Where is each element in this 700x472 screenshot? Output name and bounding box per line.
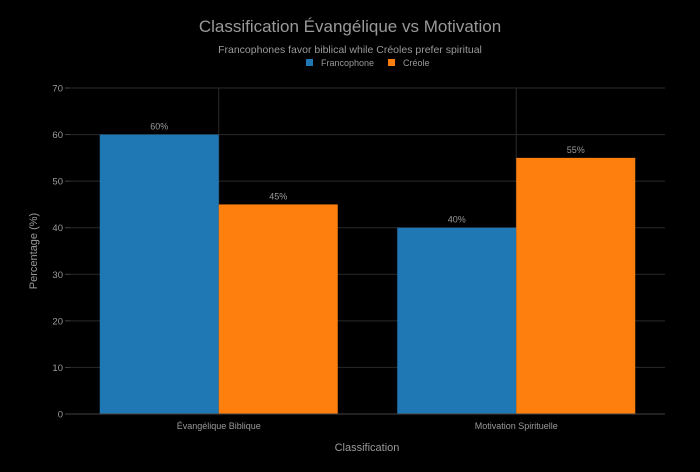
x-tick-label: Évangélique Biblique: [177, 421, 261, 431]
y-tick-label: 70: [52, 84, 63, 95]
chart-subtitle: Francophones favor biblical while Créole…: [218, 44, 482, 56]
y-axis-label: Percentage (%): [28, 213, 40, 289]
bar-francophone: [397, 227, 517, 414]
bars: 60% 45% 40% 55%: [99, 122, 636, 415]
legend-swatch-francophone: [306, 59, 313, 66]
bar-data-label: 60%: [150, 122, 168, 132]
bar-creole: [516, 157, 636, 414]
legend-label: Créole: [403, 58, 430, 68]
y-tick-label: 60: [52, 130, 63, 141]
legend-swatch-creole: [388, 59, 396, 66]
y-tick-label: 0: [58, 410, 63, 421]
y-tick-label: 40: [52, 223, 63, 234]
legend-label: Francophone: [321, 58, 374, 68]
y-tick-label: 20: [52, 316, 63, 327]
y-tick-label: 30: [52, 270, 63, 281]
bar-francophone: [99, 134, 219, 415]
x-axis-label: Classification: [335, 442, 400, 454]
y-tick-label: 10: [52, 363, 63, 374]
bar-data-label: 45%: [269, 191, 287, 201]
legend: Francophone Créole: [306, 58, 430, 68]
bar-creole: [218, 204, 338, 414]
bar-data-label: 40%: [448, 215, 466, 225]
y-tick-label: 50: [52, 177, 63, 188]
axes: 0 10 20 30 40 50 60 70 Évangélique Biblique Motiv…: [52, 84, 665, 431]
x-tick-label: Motivation Spirituelle: [475, 421, 558, 431]
bar-data-label: 55%: [567, 145, 585, 155]
chart-title: Classification Évangélique vs Motivation: [199, 17, 501, 36]
